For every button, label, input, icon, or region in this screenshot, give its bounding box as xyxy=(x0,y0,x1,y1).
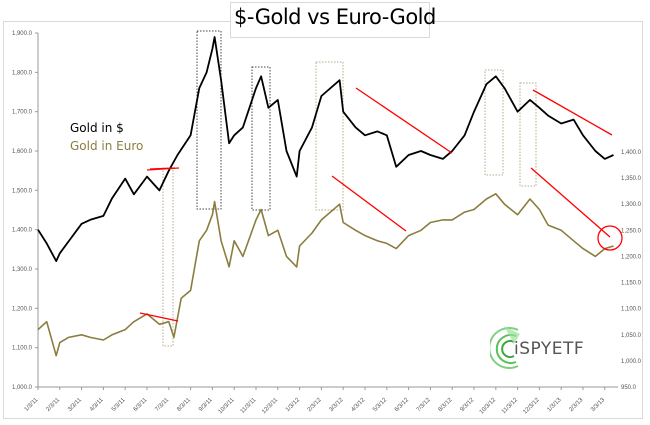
svg-text:1,000.0: 1,000.0 xyxy=(12,385,33,391)
svg-text:12/3/11: 12/3/11 xyxy=(261,397,280,416)
svg-text:1,200.0: 1,200.0 xyxy=(12,306,33,312)
svg-text:11/3/11: 11/3/11 xyxy=(240,397,258,415)
svg-text:4/3/12: 4/3/12 xyxy=(350,397,367,414)
svg-text:1,200.0: 1,200.0 xyxy=(621,254,642,260)
ispyetf-logo-icon xyxy=(490,326,520,369)
svg-text:1/3/13: 1/3/13 xyxy=(547,397,564,414)
svg-text:9/3/12: 9/3/12 xyxy=(459,397,476,414)
legend-gold-euro: Gold in Euro xyxy=(70,139,144,153)
svg-text:10/3/11: 10/3/11 xyxy=(218,397,237,416)
svg-text:2/3/11: 2/3/11 xyxy=(45,397,61,413)
svg-text:4/3/11: 4/3/11 xyxy=(89,397,105,413)
trend-lines xyxy=(139,87,623,322)
svg-text:1/3/11: 1/3/11 xyxy=(24,397,40,413)
svg-text:3/3/12: 3/3/12 xyxy=(329,397,346,414)
svg-text:1,400.0: 1,400.0 xyxy=(621,150,642,156)
svg-text:3/3/13: 3/3/13 xyxy=(590,397,607,414)
logo-text: iSPYETF xyxy=(514,339,585,359)
axes: 1,000.0 1,100.0 1,200.0 1,300.0 1,400.0 1,500… xyxy=(12,31,642,416)
svg-text:7/3/11: 7/3/11 xyxy=(154,397,170,413)
svg-text:5/3/12: 5/3/12 xyxy=(372,397,389,414)
svg-text:1,350.0: 1,350.0 xyxy=(621,176,642,182)
svg-text:1,300.0: 1,300.0 xyxy=(621,202,642,208)
svg-text:1,800.0: 1,800.0 xyxy=(12,70,33,76)
svg-text:1,700.0: 1,700.0 xyxy=(12,110,33,116)
svg-text:1,100.0: 1,100.0 xyxy=(621,307,642,313)
svg-text:7/3/12: 7/3/12 xyxy=(416,397,433,414)
annotation-boxes xyxy=(162,30,537,347)
svg-text:11/3/12: 11/3/12 xyxy=(501,397,520,416)
svg-text:8/3/12: 8/3/12 xyxy=(438,397,455,414)
svg-text:1,500.0: 1,500.0 xyxy=(12,188,33,194)
svg-text:2/3/13: 2/3/13 xyxy=(568,397,585,414)
svg-text:1,600.0: 1,600.0 xyxy=(12,149,33,155)
svg-text:12/3/12: 12/3/12 xyxy=(522,397,541,416)
svg-text:2/3/12: 2/3/12 xyxy=(307,397,324,414)
svg-text:5/3/11: 5/3/11 xyxy=(111,397,127,413)
svg-text:3/3/11: 3/3/11 xyxy=(67,397,83,413)
svg-text:1,000.0: 1,000.0 xyxy=(621,359,642,365)
svg-text:8/3/11: 8/3/11 xyxy=(176,397,192,413)
svg-text:6/3/11: 6/3/11 xyxy=(133,397,149,413)
chart-title: $-Gold vs Euro-Gold xyxy=(234,5,436,29)
legend-gold-usd: Gold in $ xyxy=(70,121,124,135)
svg-text:1,300.0: 1,300.0 xyxy=(12,267,33,273)
svg-text:1,100.0: 1,100.0 xyxy=(12,346,33,352)
svg-text:1,400.0: 1,400.0 xyxy=(12,228,33,234)
svg-text:1,900.0: 1,900.0 xyxy=(12,31,33,37)
svg-text:6/3/12: 6/3/12 xyxy=(394,397,411,414)
title-box xyxy=(230,2,430,38)
svg-text:10/3/12: 10/3/12 xyxy=(479,397,498,416)
svg-text:1,050.0: 1,050.0 xyxy=(621,333,642,339)
svg-text:1,150.0: 1,150.0 xyxy=(621,281,642,287)
series-lines xyxy=(37,36,614,357)
svg-text:1,250.0: 1,250.0 xyxy=(621,228,642,234)
svg-text:9/3/11: 9/3/11 xyxy=(198,397,214,413)
chart-frame xyxy=(3,21,643,419)
svg-text:1/3/12: 1/3/12 xyxy=(285,397,302,414)
svg-text:950.0: 950.0 xyxy=(621,385,637,391)
